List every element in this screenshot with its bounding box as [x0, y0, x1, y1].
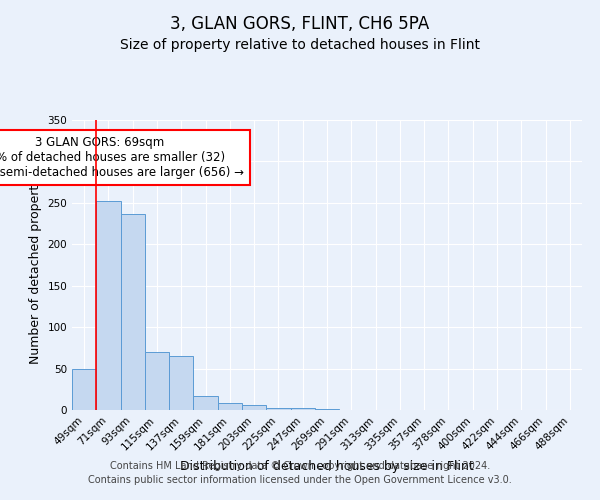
Bar [266, 408, 290, 410]
Bar [193, 396, 218, 410]
Bar [145, 352, 169, 410]
Bar [290, 408, 315, 410]
Text: Size of property relative to detached houses in Flint: Size of property relative to detached ho… [120, 38, 480, 52]
Bar [121, 214, 145, 410]
Bar [96, 201, 121, 410]
Text: Contains HM Land Registry data © Crown copyright and database right 2024.
Contai: Contains HM Land Registry data © Crown c… [88, 461, 512, 485]
Y-axis label: Number of detached properties: Number of detached properties [29, 166, 42, 364]
Bar [218, 402, 242, 410]
Bar [72, 368, 96, 410]
Text: 3 GLAN GORS: 69sqm
← 5% of detached houses are smaller (32)
95% of semi-detached: 3 GLAN GORS: 69sqm ← 5% of detached hous… [0, 136, 244, 179]
Bar [169, 356, 193, 410]
X-axis label: Distribution of detached houses by size in Flint: Distribution of detached houses by size … [180, 460, 474, 473]
Bar [242, 405, 266, 410]
Text: 3, GLAN GORS, FLINT, CH6 5PA: 3, GLAN GORS, FLINT, CH6 5PA [170, 15, 430, 33]
Bar [315, 409, 339, 410]
